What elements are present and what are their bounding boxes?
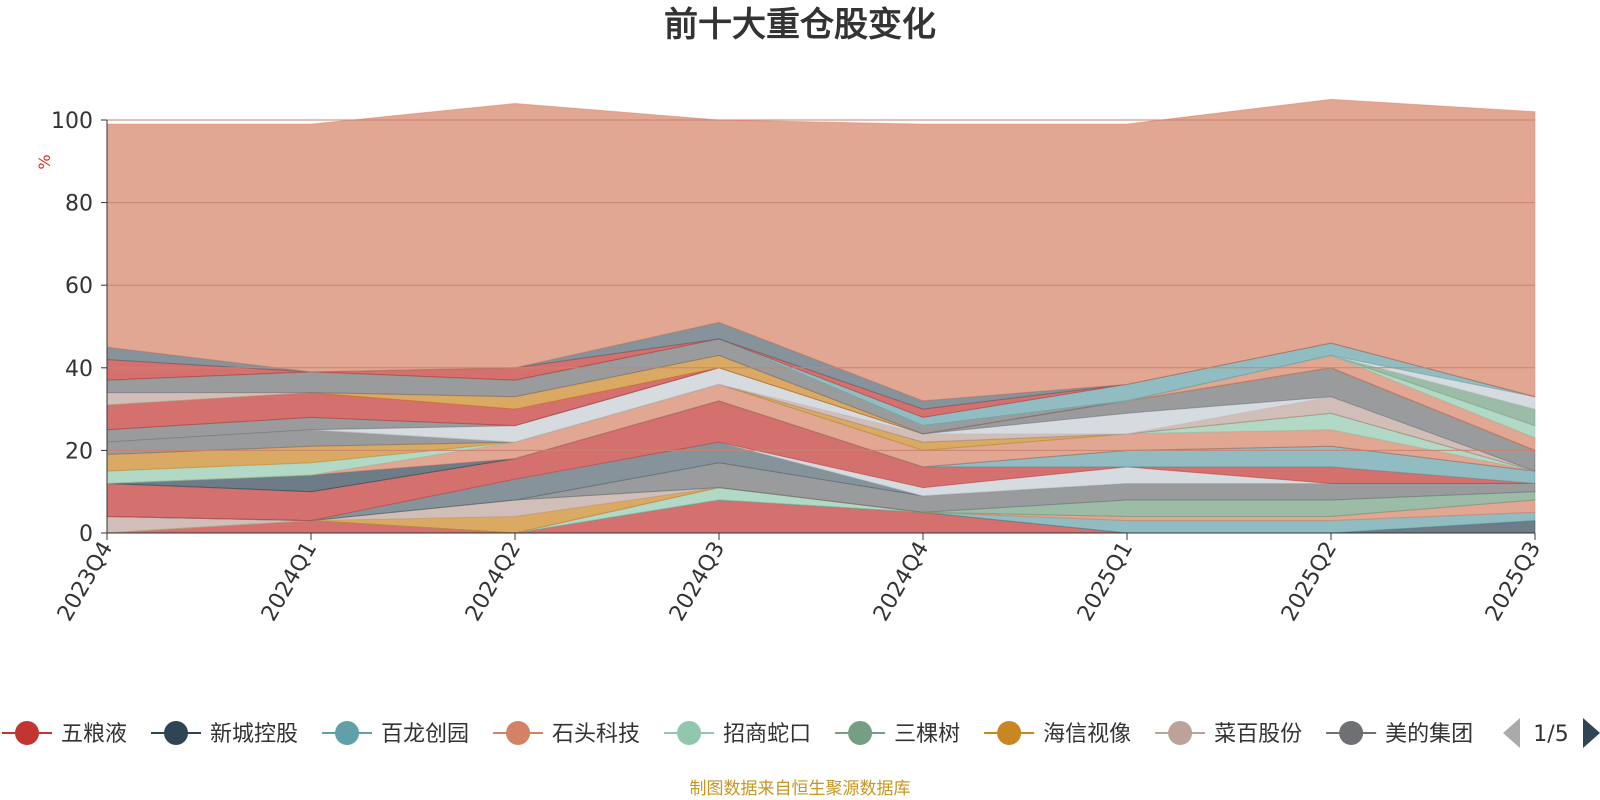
y-tick-label: 60 bbox=[65, 274, 93, 299]
legend-marker-icon bbox=[1339, 721, 1364, 745]
legend-marker-icon bbox=[164, 721, 189, 745]
legend-label: 菜百股份 bbox=[1214, 722, 1302, 747]
legend-item-2[interactable]: 新城控股 bbox=[151, 721, 298, 747]
legend-marker-icon bbox=[15, 721, 39, 745]
x-tick-label: 2025Q1 bbox=[1073, 538, 1138, 626]
legend-item-3[interactable]: 百龙创园 bbox=[322, 721, 469, 747]
y-tick-label: 80 bbox=[65, 192, 93, 217]
legend-next-page-icon[interactable] bbox=[1583, 718, 1600, 748]
legend-label: 招商蛇口 bbox=[723, 722, 811, 747]
legend-marker-icon bbox=[1168, 721, 1193, 745]
legend-item-5[interactable]: 招商蛇口 bbox=[664, 721, 811, 747]
x-tick-label: 2023Q4 bbox=[53, 538, 118, 626]
legend-label: 海信视像 bbox=[1043, 722, 1131, 747]
source-note: 制图数据来自恒生聚源数据库 bbox=[690, 779, 911, 799]
y-tick-label: 40 bbox=[65, 357, 93, 382]
legend-prev-page-icon[interactable] bbox=[1503, 718, 1520, 748]
legend-label: 美的集团 bbox=[1385, 722, 1473, 747]
legend-marker-icon bbox=[335, 721, 360, 745]
x-tick-label: 2024Q2 bbox=[461, 538, 526, 626]
legend-marker-icon bbox=[997, 721, 1022, 745]
legend-pager: 1/5 bbox=[1503, 718, 1600, 748]
legend-items: 五粮液 新城控股 百龙创园 石头科技 招商蛇口 三棵树 海信视像 菜百股份 美的集团 bbox=[2, 721, 1473, 747]
y-tick-label: 20 bbox=[65, 439, 93, 464]
legend-item-4[interactable]: 石头科技 bbox=[493, 721, 640, 747]
legend: 五粮液 新城控股 百龙创园 石头科技 招商蛇口 三棵树 海信视像 菜百股份 美的集团 1/5 bbox=[2, 718, 1600, 748]
legend-item-7[interactable]: 海信视像 bbox=[984, 721, 1131, 747]
grid-lines bbox=[107, 119, 1535, 451]
legend-marker-icon bbox=[848, 721, 873, 745]
legend-label: 百龙创园 bbox=[381, 722, 469, 747]
x-tick-label: 2025Q3 bbox=[1481, 538, 1546, 626]
x-tick-label: 2025Q2 bbox=[1277, 538, 1342, 626]
legend-marker-icon bbox=[677, 721, 702, 745]
x-tick-label: 2024Q3 bbox=[665, 538, 730, 626]
x-tick-label: 2024Q1 bbox=[257, 538, 322, 626]
chart-title: 前十大重仓股变化 bbox=[664, 5, 936, 45]
legend-item-1[interactable]: 五粮液 bbox=[2, 721, 127, 747]
legend-item-6[interactable]: 三棵树 bbox=[835, 721, 960, 747]
area-series-33 bbox=[106, 98, 1536, 402]
legend-label: 新城控股 bbox=[210, 722, 298, 747]
legend-marker-icon bbox=[506, 721, 531, 745]
legend-label: 三棵树 bbox=[894, 722, 960, 747]
legend-label: 五粮液 bbox=[61, 722, 127, 747]
legend-item-8[interactable]: 菜百股份 bbox=[1155, 721, 1302, 747]
legend-page-indicator: 1/5 bbox=[1533, 722, 1568, 747]
x-tick-label: 2024Q4 bbox=[869, 538, 934, 626]
y-tick-label: 0 bbox=[79, 522, 93, 547]
y-tick-label: 100 bbox=[51, 109, 93, 134]
series-areas bbox=[106, 98, 1536, 534]
legend-label: 石头科技 bbox=[552, 722, 640, 747]
y-axis-unit-label: % bbox=[35, 154, 54, 169]
legend-item-9[interactable]: 美的集团 bbox=[1326, 721, 1473, 747]
